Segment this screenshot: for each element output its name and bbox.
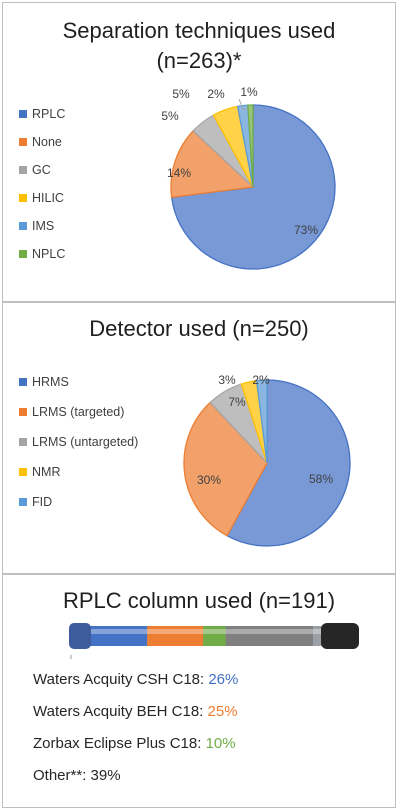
- data-label: 14%: [167, 166, 191, 180]
- legend-item-ims: IMS: [19, 219, 54, 233]
- pie-slice-hrms: [226, 379, 351, 547]
- chart1-pie: 73% 14% 5% 5% 2% 1%: [161, 85, 336, 270]
- legend-label: GC: [32, 163, 51, 177]
- legend-item-hilic: HILIC: [19, 191, 64, 205]
- column-item-value: 10%: [201, 735, 236, 752]
- legend-label: FID: [32, 495, 53, 509]
- chart2-title: Detector used (n=250): [89, 316, 309, 341]
- legend-item-lrms-targeted: LRMS (targeted): [19, 405, 124, 419]
- legend-label: HILIC: [32, 191, 64, 205]
- column-title: RPLC column used (n=191): [62, 588, 336, 613]
- legend-label: NMR: [32, 465, 61, 479]
- legend-label: HRMS: [32, 375, 69, 389]
- legend-label: LRMS (untargeted): [32, 435, 139, 449]
- data-label: 30%: [197, 473, 221, 487]
- legend-label: IMS: [32, 219, 55, 233]
- data-label: 58%: [309, 472, 333, 486]
- legend-swatch: [19, 221, 27, 230]
- legend-item-gc: GC: [19, 163, 51, 177]
- column-item-name: Other**:: [33, 767, 87, 784]
- legend-swatch: [19, 137, 27, 146]
- rplc-column-panel: RPLC column used (n=191) Waters Acquity …: [2, 574, 396, 808]
- column-item-value: 39%: [86, 767, 121, 784]
- pie-slice-fid: [255, 379, 268, 464]
- data-label: 2%: [207, 87, 225, 101]
- chart1-subtitle: (n=263)*: [156, 48, 242, 73]
- data-label: 5%: [161, 109, 179, 123]
- data-label: 2%: [252, 373, 270, 387]
- tube-gloss: [75, 629, 353, 634]
- legend-item-fid: FID: [19, 495, 52, 509]
- legend-item-rplc: RPLC: [19, 107, 65, 121]
- pie-slice-none: [170, 129, 255, 199]
- tube-left-cap: [69, 623, 91, 649]
- pie-slice-lrms-targeted: [183, 401, 268, 537]
- data-label: 7%: [228, 395, 246, 409]
- tube-segment: [147, 626, 204, 646]
- tube-segment: [225, 626, 313, 646]
- legend-swatch: [19, 437, 27, 446]
- column-item: Zorbax Eclipse Plus C18: 10%: [33, 735, 236, 752]
- legend-label: NPLC: [32, 247, 66, 261]
- legend-swatch: [19, 407, 27, 416]
- legend-label: LRMS (targeted): [32, 405, 125, 419]
- column-item-value: 25%: [203, 703, 238, 720]
- legend-swatch: [19, 249, 27, 258]
- column-item: Other**: 39%: [33, 767, 121, 784]
- legend-item-nplc: NPLC: [19, 247, 65, 261]
- legend-item-lrms-untargeted: LRMS (untargeted): [19, 435, 138, 449]
- legend-label: None: [32, 135, 62, 149]
- chart2-pie: 58% 30% 7% 3% 2%: [183, 373, 351, 547]
- tube-right-cap: [321, 623, 359, 649]
- leader-line: [238, 98, 247, 110]
- column-item-value: 26%: [204, 671, 239, 688]
- separation-techniques-panel: Separation techniques used (n=263)* RPLC…: [2, 2, 396, 302]
- legend-swatch: [19, 377, 27, 386]
- legend-item-nmr: NMR: [19, 465, 60, 479]
- legend-item-hrms: HRMS: [19, 375, 69, 389]
- column-item-name: Waters Acquity CSH C18:: [33, 671, 205, 688]
- tube-segment: [89, 626, 148, 646]
- legend-swatch: [19, 109, 27, 118]
- pie-slice-nplc: [247, 104, 254, 188]
- data-label: 1%: [240, 85, 258, 99]
- legend-swatch: [19, 193, 27, 202]
- legend-item-none: None: [19, 135, 62, 149]
- legend-swatch: [19, 497, 27, 506]
- column-item: Waters Acquity CSH C18: 26%: [33, 671, 238, 688]
- tube-segment: [203, 626, 226, 646]
- legend-swatch: [19, 467, 27, 476]
- legend-swatch: [19, 165, 27, 174]
- column-tube-graphic: [69, 623, 359, 659]
- column-item-name: Zorbax Eclipse Plus C18:: [33, 735, 202, 752]
- chart1-title: Separation techniques used: [62, 18, 336, 43]
- data-label: 3%: [218, 373, 236, 387]
- data-label: 5%: [172, 87, 190, 101]
- column-item-name: Waters Acquity BEH C18:: [33, 703, 204, 720]
- detector-panel: Detector used (n=250) HRMS LRMS (targeted…: [2, 302, 396, 574]
- legend-label: RPLC: [32, 107, 66, 121]
- data-label: 73%: [294, 223, 318, 237]
- column-item: Waters Acquity BEH C18: 25%: [33, 703, 238, 720]
